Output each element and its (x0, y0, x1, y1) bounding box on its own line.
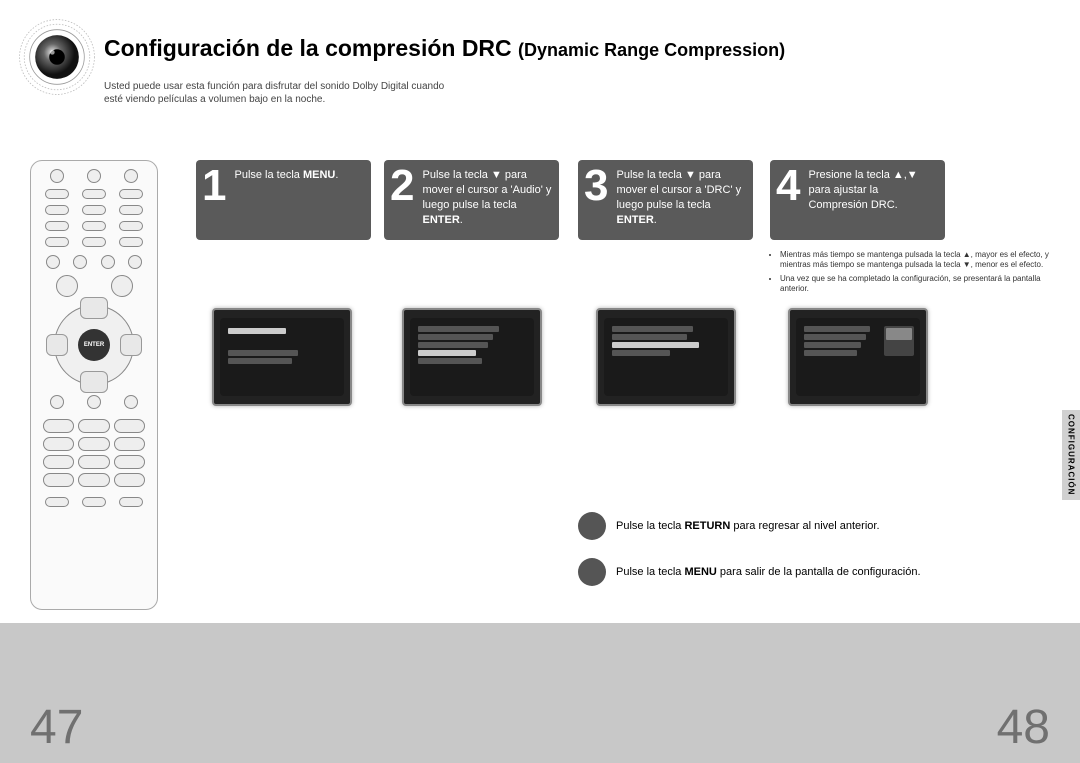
hint-menu-text: Pulse la tecla MENU para salir de la pan… (616, 566, 921, 578)
speaker-icon (18, 18, 96, 96)
step-4-note-2: Una vez que se ha completado la configur… (780, 274, 1050, 295)
step-2-pre: Pulse la tecla ▼ para mover el cursor a … (422, 169, 551, 211)
step-4-pre: Presione la tecla ▲,▼ para ajustar la Co… (808, 169, 917, 211)
hint-return-text: Pulse la tecla RETURN para regresar al n… (616, 520, 880, 532)
hint-return: Pulse la tecla RETURN para regresar al n… (578, 512, 880, 540)
page-number-right: 48 (997, 700, 1050, 755)
step-4-note-1: Mientras más tiempo se mantenga pulsada … (780, 250, 1050, 271)
tv-screenshot-1 (212, 308, 352, 406)
step-1-bold: MENU (303, 169, 335, 181)
hint-1-pre: Pulse la tecla (616, 520, 684, 532)
step-3-bold: ENTER (616, 214, 653, 226)
title-main: Configuración de la compresión DRC (104, 35, 518, 61)
subtitle-line1: Usted puede usar esta función para disfr… (104, 81, 444, 92)
hint-bullet-icon (578, 512, 606, 540)
hint-bullet-icon (578, 558, 606, 586)
tv-screenshot-3 (596, 308, 736, 406)
hint-2-bold: MENU (684, 566, 716, 578)
subtitle: Usted puede usar esta función para disfr… (104, 80, 444, 106)
step-2-post: . (460, 214, 463, 226)
step-4: 4 Presione la tecla ▲,▼ para ajustar la … (770, 160, 945, 240)
page-number-left: 47 (30, 700, 83, 755)
step-2: 2 Pulse la tecla ▼ para mover el cursor … (384, 160, 559, 240)
step-1-pre: Pulse la tecla (234, 169, 302, 181)
step-3: 3 Pulse la tecla ▼ para mover el cursor … (578, 160, 753, 240)
title-sub: (Dynamic Range Compression) (518, 40, 785, 60)
hint-2-pre: Pulse la tecla (616, 566, 684, 578)
side-tab-configuracion: CONFIGURACIÓN (1062, 410, 1080, 500)
step-3-post: . (654, 214, 657, 226)
step-4-notes: Mientras más tiempo se mantenga pulsada … (770, 250, 1050, 298)
hint-1-post: para regresar al nivel anterior. (730, 520, 879, 532)
step-3-text: Pulse la tecla ▼ para mover el cursor a … (616, 166, 747, 227)
step-1: 1 Pulse la tecla MENU. (196, 160, 371, 240)
hint-2-post: para salir de la pantalla de configuraci… (717, 566, 921, 578)
hint-1-bold: RETURN (684, 520, 730, 532)
subtitle-line2: esté viendo películas a volumen bajo en … (104, 94, 325, 105)
step-3-number: 3 (584, 166, 608, 206)
step-4-number: 4 (776, 166, 800, 206)
step-2-bold: ENTER (422, 214, 459, 226)
step-3-pre: Pulse la tecla ▼ para mover el cursor a … (616, 169, 741, 211)
step-4-text: Presione la tecla ▲,▼ para ajustar la Co… (808, 166, 939, 213)
hint-menu: Pulse la tecla MENU para salir de la pan… (578, 558, 921, 586)
step-1-post: . (335, 169, 338, 181)
page-title: Configuración de la compresión DRC (Dyna… (104, 35, 785, 62)
step-2-number: 2 (390, 166, 414, 206)
remote-enter-button: ENTER (78, 329, 110, 361)
bottom-band: 47 48 (0, 623, 1080, 763)
step-1-number: 1 (202, 166, 226, 206)
tv-screenshot-2 (402, 308, 542, 406)
remote-control-illustration: ENTER (30, 160, 158, 610)
step-1-text: Pulse la tecla MENU. (234, 166, 338, 183)
tv-screenshot-4 (788, 308, 928, 406)
step-2-text: Pulse la tecla ▼ para mover el cursor a … (422, 166, 553, 227)
